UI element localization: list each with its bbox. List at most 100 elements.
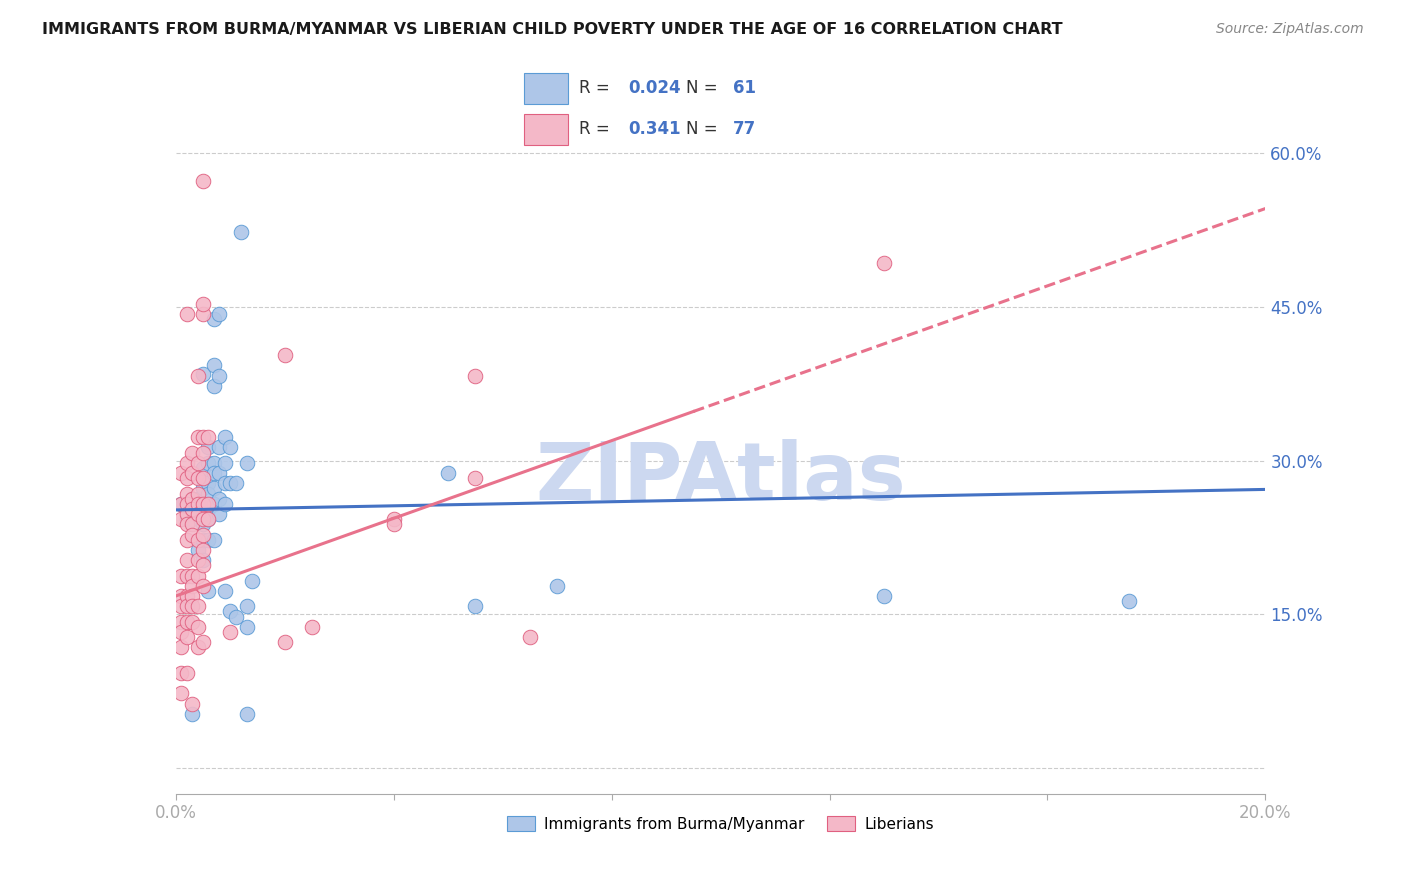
Point — [219, 476, 242, 491]
Point — [191, 174, 214, 188]
Point — [170, 589, 193, 603]
Point — [170, 665, 193, 680]
Point — [176, 553, 198, 567]
Point — [181, 517, 204, 532]
Point — [176, 486, 198, 500]
Point — [197, 512, 219, 526]
Point — [176, 599, 198, 614]
Point — [191, 635, 214, 649]
Point — [181, 445, 204, 459]
Point — [186, 456, 209, 470]
Point — [191, 558, 214, 573]
Point — [176, 665, 198, 680]
Point — [176, 456, 198, 470]
Point — [191, 507, 214, 521]
Point — [170, 624, 193, 639]
Point — [176, 533, 198, 547]
Point — [191, 471, 214, 485]
Text: IMMIGRANTS FROM BURMA/MYANMAR VS LIBERIAN CHILD POVERTY UNDER THE AGE OF 16 CORR: IMMIGRANTS FROM BURMA/MYANMAR VS LIBERIA… — [42, 22, 1063, 37]
Point — [219, 604, 242, 618]
Point — [186, 430, 209, 444]
Point — [181, 491, 204, 506]
Point — [170, 512, 193, 526]
Point — [191, 297, 214, 311]
Point — [202, 312, 225, 326]
Point — [208, 507, 231, 521]
Point — [181, 491, 204, 506]
Point — [214, 456, 236, 470]
Point — [176, 615, 198, 629]
Point — [191, 533, 214, 547]
Point — [197, 512, 219, 526]
Point — [202, 379, 225, 393]
Point — [301, 620, 323, 634]
Text: N =: N = — [686, 79, 723, 97]
Point — [197, 583, 219, 598]
Text: ZIPAtlas: ZIPAtlas — [536, 439, 905, 517]
Point — [191, 542, 214, 557]
Point — [197, 502, 219, 516]
Point — [176, 497, 198, 511]
Point — [235, 599, 257, 614]
Point — [1118, 594, 1140, 608]
Point — [181, 568, 204, 582]
Point — [186, 491, 209, 506]
Point — [186, 368, 209, 383]
Text: R =: R = — [579, 79, 614, 97]
Point — [464, 599, 486, 614]
Point — [214, 430, 236, 444]
Point — [176, 630, 198, 644]
Point — [191, 527, 214, 541]
Point — [202, 359, 225, 373]
Point — [219, 624, 242, 639]
Point — [382, 512, 405, 526]
Point — [170, 640, 193, 655]
Point — [176, 471, 198, 485]
Point — [191, 497, 214, 511]
Point — [197, 486, 219, 500]
Point — [519, 630, 541, 644]
Point — [191, 367, 214, 381]
Point — [197, 533, 219, 547]
Point — [197, 476, 219, 491]
Point — [186, 542, 209, 557]
Point — [186, 507, 209, 521]
Point — [181, 589, 204, 603]
Point — [197, 497, 219, 511]
Point — [202, 456, 225, 470]
FancyBboxPatch shape — [524, 73, 568, 103]
Point — [191, 430, 214, 444]
Point — [186, 568, 209, 582]
Point — [208, 441, 231, 455]
Point — [235, 706, 257, 721]
Point — [181, 466, 204, 480]
Text: 77: 77 — [733, 120, 756, 138]
Point — [191, 307, 214, 321]
Point — [186, 471, 209, 485]
Point — [382, 517, 405, 532]
Point — [202, 482, 225, 496]
Point — [873, 589, 896, 603]
Point — [191, 497, 214, 511]
Point — [202, 466, 225, 480]
Point — [464, 368, 486, 383]
Point — [274, 635, 297, 649]
Point — [873, 256, 896, 270]
Point — [191, 461, 214, 475]
Point — [208, 466, 231, 480]
Point — [274, 348, 297, 362]
Point — [186, 599, 209, 614]
Point — [191, 517, 214, 532]
Text: 0.341: 0.341 — [628, 120, 681, 138]
Point — [464, 471, 486, 485]
Point — [202, 533, 225, 547]
FancyBboxPatch shape — [524, 114, 568, 145]
Point — [176, 307, 198, 321]
Point — [214, 583, 236, 598]
Point — [240, 574, 263, 588]
Point — [186, 497, 209, 511]
Point — [186, 553, 209, 567]
Point — [181, 697, 204, 711]
Point — [231, 225, 253, 239]
Point — [546, 579, 568, 593]
